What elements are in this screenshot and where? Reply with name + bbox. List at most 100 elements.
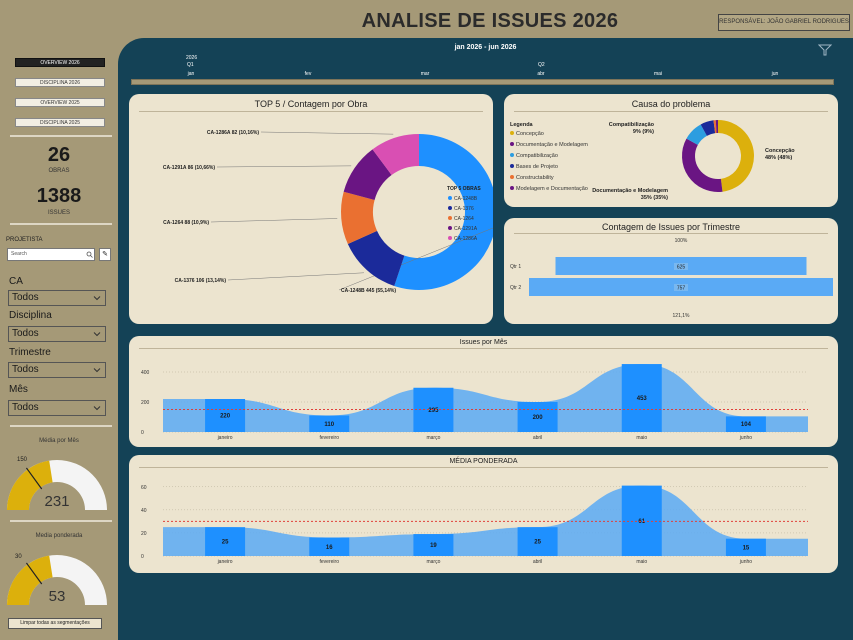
bar-junho[interactable] (725, 416, 766, 432)
legend-item[interactable]: CA-1248B (454, 196, 478, 202)
legend-item[interactable]: Concepção (516, 131, 544, 137)
x-tick-label: maio (636, 435, 647, 441)
top5-slice-CA-1376[interactable] (347, 230, 405, 286)
trimestre-dropdown[interactable]: Todos (8, 362, 106, 378)
issues-label: ISSUES (47, 210, 70, 216)
slice-leader-line (338, 227, 493, 291)
y-tick-label: 400 (141, 370, 150, 376)
bar-value-label: 295 (428, 408, 439, 414)
gauge-title-media-ponderada: Media ponderada (35, 533, 83, 539)
legend-item[interactable]: CA-1286A (454, 236, 478, 242)
slice-annotation-value: 35% (35%) (641, 195, 668, 201)
causa-slice-5[interactable] (713, 120, 717, 134)
slice-annotation-name: Documentação e Modelagem (592, 188, 668, 194)
causa-slice-1[interactable] (718, 120, 754, 192)
bar-value-label: 453 (637, 396, 648, 402)
slice-leader-line (216, 165, 352, 168)
y-tick-label: 40 (141, 508, 147, 514)
causa-slice-6[interactable] (715, 120, 718, 134)
bar-maio[interactable] (621, 485, 662, 556)
gauge-media-mes: 150 231 (7, 457, 107, 510)
chart-title: Causa do problema (631, 99, 711, 109)
timeline-month-mar[interactable]: mar (420, 71, 430, 77)
clear-filters-button[interactable]: Limpar todas as segmentações (8, 618, 102, 629)
causa-slice-4[interactable] (700, 120, 716, 136)
issues-mes-chart: 0 200 400 220 janeiro 110 fevereiro 295 março 200… (141, 364, 808, 441)
eraser-icon[interactable]: ✎ (99, 248, 111, 261)
timeline-month-jun[interactable]: jun (771, 71, 779, 77)
timeline-month-abr[interactable]: abr (537, 71, 545, 77)
bar-value-label: 220 (220, 414, 231, 420)
responsible-badge: RESPONSÁVEL: JOÃO GABRIEL RODRIGUES (718, 14, 850, 31)
timeline-bar[interactable] (131, 79, 834, 85)
timeline-month-fev[interactable]: fev (304, 71, 312, 77)
disciplina-dropdown-value: Todos (12, 328, 39, 339)
mes-dropdown[interactable]: Todos (8, 400, 106, 416)
slice-annotation-name: Concepção (765, 148, 795, 154)
causa-slice-2[interactable] (682, 138, 723, 192)
timeline-month-mai[interactable]: mai (653, 71, 663, 77)
causa-donut-chart: Legenda Concepção Documentação e Modelagem… (510, 120, 795, 201)
filter-icon[interactable] (818, 44, 832, 56)
bar-janeiro[interactable] (205, 399, 246, 432)
bar-value-label: 19 (430, 543, 437, 549)
disciplina-dropdown[interactable]: Todos (8, 326, 106, 342)
x-tick-label: janeiro (217, 435, 233, 441)
legend-item[interactable]: CA-1291A (454, 226, 478, 232)
bar-janeiro[interactable] (205, 527, 246, 556)
bar-março[interactable] (413, 534, 454, 556)
slice-annotation-value: 9% (9%) (633, 129, 654, 135)
top5-slice-CA-1248B[interactable] (394, 134, 493, 290)
causa-slice-3[interactable] (686, 124, 707, 145)
nav-disciplina-2025[interactable]: DISCIPLINA 2025 (15, 118, 105, 127)
trend-area (163, 364, 808, 432)
legend-item[interactable]: CA-1376 (454, 206, 474, 212)
legend-item[interactable]: Modelagem e Documentação (516, 186, 588, 192)
ca-dropdown[interactable]: Todos (8, 290, 106, 306)
legend-item[interactable]: Constructability (516, 175, 554, 181)
bar-fevereiro[interactable] (309, 415, 350, 433)
legend-marker (448, 206, 452, 210)
divider (10, 425, 112, 427)
top5-slice-CA-1291A[interactable] (343, 149, 392, 201)
card-issues-mes: Issues por Mês 0 200 400 220 janeiro 110 fever… (129, 336, 838, 447)
nav-overview-2026[interactable]: OVERVIEW 2026 (15, 58, 105, 67)
top5-slice-CA-1264[interactable] (341, 191, 378, 244)
timeline-month-jan[interactable]: jan (187, 71, 195, 77)
bar-abril[interactable] (517, 402, 558, 432)
trimestre-top-label: 100% (675, 238, 688, 244)
trimestre-category: Qtr 1 (510, 264, 521, 270)
legend-item[interactable]: CA-1264 (454, 216, 474, 222)
media-ponderada-chart: 0 20 40 60 25 janeiro 16 fevereiro 19 março 25 abri… (141, 485, 808, 565)
legend-item[interactable]: Compatibilização (516, 153, 558, 159)
chevron-down-icon (93, 332, 101, 337)
nav-overview-2025[interactable]: OVERVIEW 2025 (15, 98, 105, 107)
x-tick-label: fevereiro (320, 559, 340, 565)
search-input[interactable]: Search (7, 248, 95, 261)
nav-disciplina-2026[interactable]: DISCIPLINA 2026 (15, 78, 105, 87)
bar-abril[interactable] (517, 527, 558, 556)
slice-label: CA-1376 106 (13,14%) (175, 278, 227, 284)
bar-fevereiro[interactable] (309, 537, 350, 556)
bar-junho[interactable] (725, 538, 766, 556)
chart-title: MÉDIA PONDERADA (449, 458, 518, 465)
gauge-target-label: 30 (15, 554, 22, 560)
legend-item[interactable]: Documentação e Modelagem (516, 142, 588, 148)
legend-marker (510, 164, 514, 168)
slice-label: CA-1264 88 (10,9%) (163, 220, 209, 226)
bar-value-label: 15 (743, 545, 750, 551)
legend-marker (510, 175, 514, 179)
bar-value-label: 61 (638, 519, 645, 525)
legend-title: TOP 5 OBRAS (447, 186, 481, 192)
value-box (674, 263, 688, 270)
timeline-range: jan 2026 - jun 2026 (454, 44, 517, 51)
trimestre-bottom-label: 121,1% (673, 313, 691, 319)
bar-maio[interactable] (621, 364, 662, 432)
legend-item[interactable]: Bases de Projeto (516, 164, 558, 170)
slice-label: CA-1248B 445 (55,14%) (341, 288, 396, 294)
page-title: ANALISE DE ISSUES 2026 (361, 10, 619, 32)
bar-value-label: 104 (741, 422, 752, 428)
slice-label: CA-1291A 86 (10,66%) (163, 165, 215, 171)
top5-slice-CA-1286A[interactable] (372, 134, 419, 176)
gauge-media-ponderada: 30 53 (7, 554, 107, 605)
